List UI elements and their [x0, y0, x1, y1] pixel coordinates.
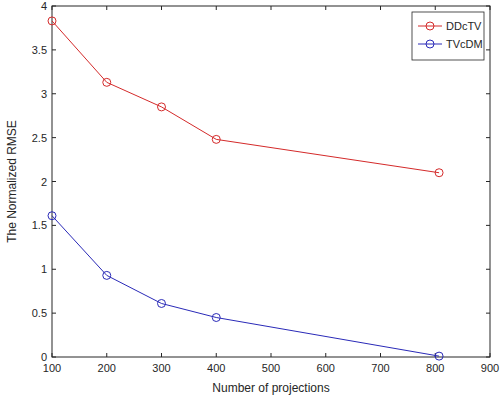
legend-label: DDcTV	[446, 20, 482, 32]
y-tick-label: 2	[41, 176, 47, 188]
series-marker	[48, 212, 56, 220]
y-tick	[52, 269, 56, 270]
series-marker	[48, 17, 56, 25]
x-tick	[325, 6, 326, 10]
y-tick	[486, 49, 490, 50]
data-group	[48, 17, 443, 360]
x-tick	[161, 6, 162, 10]
chart-svg: 100 200 300 400 500 600 700 800 900 0 0.5 1 1.5 2 2.5 3…	[0, 0, 500, 400]
x-tick	[216, 353, 217, 357]
x-tick-label: 800	[426, 362, 444, 374]
x-tick	[106, 6, 107, 10]
series-marker	[435, 169, 443, 177]
x-tick	[380, 6, 381, 10]
legend-marker	[426, 22, 434, 30]
y-tick	[52, 93, 56, 94]
x-tick-label: 400	[207, 362, 225, 374]
plot-frame	[52, 6, 490, 357]
x-tick-label: 200	[98, 362, 116, 374]
y-tick-label: 1.5	[32, 219, 47, 231]
x-tick	[435, 6, 436, 10]
series-marker	[435, 352, 443, 360]
x-tick-label: 500	[262, 362, 280, 374]
y-tick-label: 3.5	[32, 44, 47, 56]
y-tick	[486, 269, 490, 270]
y-tick	[52, 225, 56, 226]
y-tick	[52, 181, 56, 182]
series-marker	[212, 135, 220, 143]
y-tick	[52, 49, 56, 50]
series-marker	[158, 299, 166, 307]
legend-box	[412, 12, 484, 60]
x-tick-label: 700	[371, 362, 389, 374]
y-tick	[52, 313, 56, 314]
y-tick	[486, 93, 490, 94]
y-tick	[486, 137, 490, 138]
legend-line	[418, 26, 442, 27]
x-tick	[106, 353, 107, 357]
y-axis-label: The Normalized RMSE	[5, 120, 19, 243]
y-tick	[486, 225, 490, 226]
x-tick-label: 600	[317, 362, 335, 374]
plot-background	[52, 6, 490, 357]
y-tick	[486, 313, 490, 314]
legend-marker	[426, 40, 434, 48]
x-tick	[161, 353, 162, 357]
series-marker	[103, 271, 111, 279]
y-tick-label: 1	[41, 263, 47, 275]
legend-label: TVcDM	[446, 38, 483, 50]
y-tick-label: 2.5	[32, 132, 47, 144]
series-line	[52, 21, 439, 173]
y-tick	[52, 137, 56, 138]
series-marker	[103, 78, 111, 86]
y-tick-label: 0.5	[32, 307, 47, 319]
x-tick	[271, 353, 272, 357]
x-tick-label: 300	[152, 362, 170, 374]
series-marker	[212, 314, 220, 322]
x-tick	[216, 6, 217, 10]
legend: DDcTV TVcDM	[412, 12, 484, 60]
x-tick-label: 900	[481, 362, 499, 374]
y-tick	[486, 181, 490, 182]
y-tick-label: 3	[41, 88, 47, 100]
x-tick	[271, 6, 272, 10]
y-tick-label: 4	[41, 0, 47, 12]
x-tick-label: 100	[43, 362, 61, 374]
legend-line	[418, 44, 442, 45]
y-tick-label: 0	[41, 351, 47, 363]
chart-container: 100 200 300 400 500 600 700 800 900 0 0.5 1 1.5 2 2.5 3…	[0, 0, 500, 400]
series-marker	[158, 103, 166, 111]
x-tick	[325, 353, 326, 357]
series-line	[52, 216, 439, 356]
x-tick	[380, 353, 381, 357]
x-axis-label: Number of projections	[212, 381, 329, 395]
